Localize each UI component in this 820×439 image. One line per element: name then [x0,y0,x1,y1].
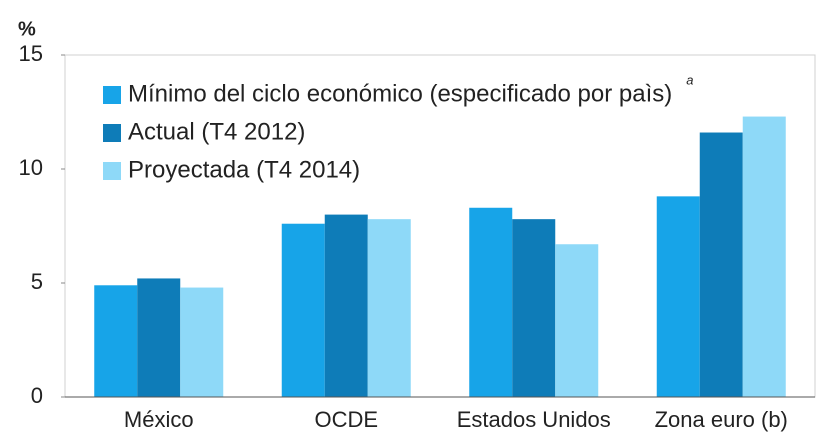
x-tick-label: México [124,407,194,432]
y-unit: % [18,18,36,40]
bar [281,223,325,397]
y-tick-label: 10 [19,155,43,180]
bar [94,285,138,397]
legend-note: a [686,72,693,87]
y-tick-label: 5 [31,269,43,294]
y-tick-label: 15 [19,41,43,66]
bar [555,244,599,397]
bar [180,287,224,397]
bar [656,196,700,397]
bar [469,207,513,397]
y-tick-label: 0 [31,383,43,408]
legend-label: Actual (T4 2012) [128,118,305,145]
bar [324,214,368,397]
x-tick-label: Zona euro (b) [655,407,788,432]
legend-swatch [103,86,121,104]
bar [512,219,556,397]
legend-label: Mínimo del ciclo económico (especificado… [128,80,672,107]
bar [742,116,786,397]
bar [367,219,411,397]
x-tick-label: OCDE [314,407,378,432]
bar [137,278,181,397]
legend-swatch [103,162,121,180]
legend-label: Proyectada (T4 2014) [128,156,360,183]
bar [699,132,743,397]
legend-swatch [103,124,121,142]
x-tick-label: Estados Unidos [457,407,611,432]
